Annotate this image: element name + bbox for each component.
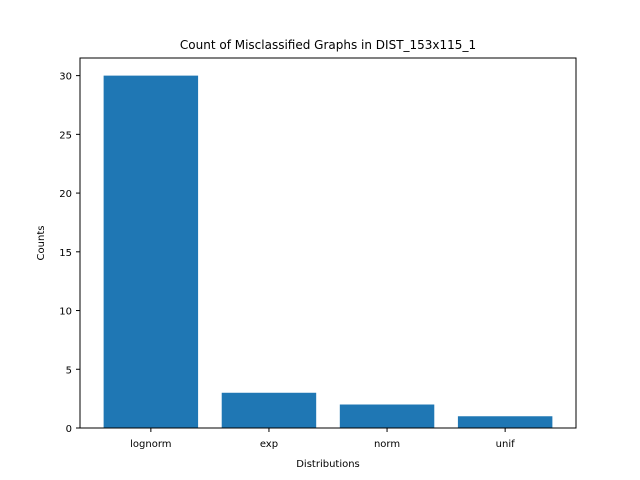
chart-title: Count of Misclassified Graphs in DIST_15… — [180, 38, 476, 52]
x-tick-label: exp — [260, 439, 278, 450]
plot-frame — [79, 57, 577, 429]
bar-norm — [339, 404, 435, 428]
y-axis-label: Counts — [36, 226, 47, 261]
y-tick-label: 10 — [59, 307, 72, 318]
x-tick-label: norm — [374, 439, 400, 450]
y-tick-label: 15 — [59, 248, 72, 259]
x-tick-label: unif — [496, 439, 515, 450]
bar-unif — [457, 416, 553, 428]
bar-exp — [221, 392, 317, 428]
bar-lognorm — [103, 75, 199, 428]
x-tick-label: lognorm — [130, 439, 171, 450]
x-axis-ticks: lognorm exp norm unif — [130, 428, 515, 450]
bar-series — [103, 75, 553, 428]
y-tick-label: 25 — [59, 130, 72, 141]
x-axis-label: Distributions — [296, 459, 360, 470]
y-tick-label: 20 — [59, 189, 72, 200]
y-tick-label: 0 — [66, 424, 72, 435]
y-tick-label: 5 — [66, 365, 72, 376]
y-axis-ticks: 0 5 10 15 20 25 30 — [59, 72, 80, 435]
y-tick-label: 30 — [59, 72, 72, 83]
